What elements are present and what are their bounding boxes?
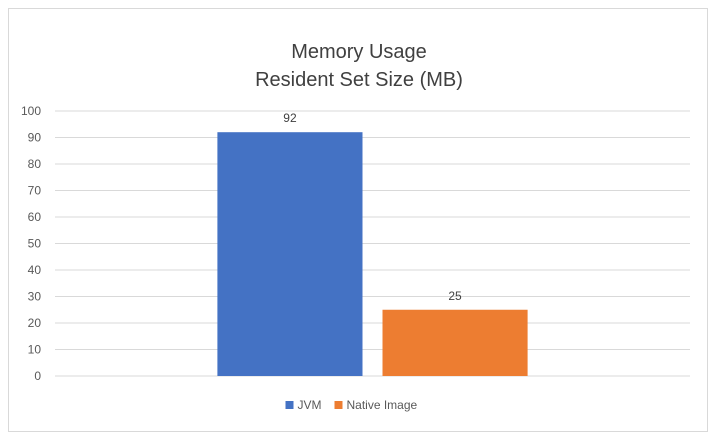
- y-tick-label: 90: [28, 131, 42, 145]
- legend-swatch: [285, 401, 294, 409]
- y-tick-label: 60: [28, 210, 42, 224]
- legend-swatch: [334, 401, 343, 409]
- y-tick-label: 10: [28, 343, 42, 357]
- y-tick-label: 70: [28, 184, 42, 198]
- y-tick-label: 0: [34, 369, 41, 383]
- bar-native-image: [382, 309, 528, 376]
- y-axis-ticks: 0 10 20 30 40 50 60 70 80 90 100: [21, 104, 41, 383]
- chart-subtitle: Resident Set Size (MB): [255, 69, 463, 91]
- bar-jvm: [217, 132, 363, 376]
- legend-label: JVM: [298, 398, 322, 412]
- data-label: 92: [283, 111, 297, 125]
- chart-title: Memory Usage: [291, 41, 427, 63]
- legend: JVM Native Image: [285, 398, 418, 412]
- bars: 92 25: [217, 111, 528, 376]
- data-label: 25: [448, 289, 462, 303]
- y-tick-label: 40: [28, 263, 42, 277]
- y-tick-label: 100: [21, 104, 41, 118]
- gridlines: [55, 110, 690, 377]
- legend-label: Native Image: [347, 398, 418, 412]
- y-tick-label: 30: [28, 290, 42, 304]
- y-tick-label: 80: [28, 157, 42, 171]
- y-tick-label: 20: [28, 316, 42, 330]
- y-tick-label: 50: [28, 237, 42, 251]
